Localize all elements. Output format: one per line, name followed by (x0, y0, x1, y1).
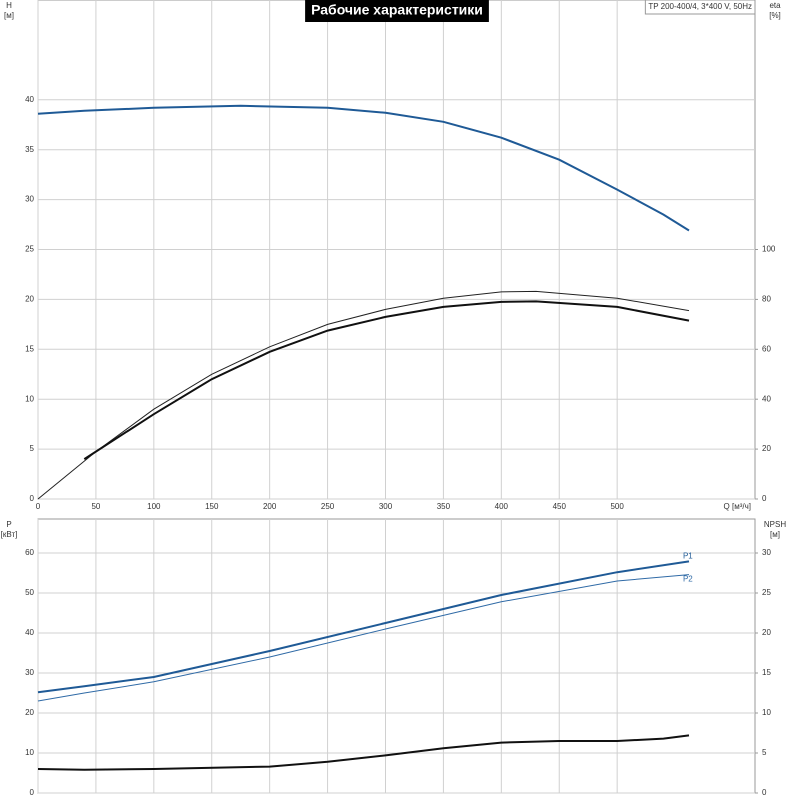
y-tick-label: 0 (30, 788, 35, 797)
annotation-box (644, 0, 756, 15)
series-line (37, 734, 690, 771)
x-tick-label: 0 (36, 502, 41, 511)
x-tick-label: 200 (263, 502, 277, 511)
y2-axis-unit: [м] (770, 530, 780, 539)
y2-tick-label: 20 (762, 444, 771, 453)
y2-axis-unit: [%] (769, 11, 781, 20)
series-line (37, 560, 690, 694)
series-line (37, 290, 690, 500)
x-tick-label: 100 (147, 502, 161, 511)
y-tick-label: 50 (25, 588, 34, 597)
x-tick-label: 450 (553, 502, 567, 511)
y2-axis-label: NPSH (764, 520, 786, 529)
annotation: TP 200-400/4, 3*400 V, 50Hz (648, 2, 752, 11)
x-tick-label: 350 (437, 502, 451, 511)
chart-title: Рабочие характеристики (311, 2, 483, 18)
y2-tick-label: 30 (762, 548, 771, 557)
y2-axis-label: eta (769, 1, 781, 10)
series-line (37, 574, 690, 702)
x-tick-label: 250 (321, 502, 335, 511)
y-tick-label: 20 (25, 295, 34, 304)
y-axis-label: P (6, 520, 11, 529)
y-tick-label: 20 (25, 708, 34, 717)
x-tick-label: 50 (91, 502, 100, 511)
y-tick-label: 5 (30, 444, 35, 453)
y-tick-label: 10 (25, 394, 34, 403)
y2-tick-label: 60 (762, 344, 771, 353)
y-tick-label: 30 (25, 195, 34, 204)
y-tick-label: 60 (25, 548, 34, 557)
y2-tick-label: 0 (762, 494, 767, 503)
series-line (83, 300, 690, 460)
y-tick-label: 15 (25, 344, 34, 353)
y-axis-label: H (6, 1, 12, 10)
y-tick-label: 40 (25, 628, 34, 637)
y-tick-label: 40 (25, 95, 34, 104)
y-tick-label: 10 (25, 748, 34, 757)
title-box: Рабочие характеристики (305, 0, 489, 22)
series-line (37, 104, 690, 232)
x-tick-label: 150 (205, 502, 219, 511)
y-axis-unit: [м] (4, 11, 14, 20)
x-tick-label: 300 (379, 502, 393, 511)
y2-tick-label: 25 (762, 588, 771, 597)
plot-area (37, 518, 756, 794)
y2-tick-label: 40 (762, 394, 771, 403)
y2-tick-label: 100 (762, 245, 776, 254)
title-background (305, 0, 489, 22)
y-tick-label: 35 (25, 145, 34, 154)
y2-tick-label: 15 (762, 668, 771, 677)
series-label: P2 (683, 575, 693, 584)
y2-tick-label: 20 (762, 628, 771, 637)
y-tick-label: 25 (25, 245, 34, 254)
x-tick-label: 500 (610, 502, 624, 511)
y2-tick-label: 5 (762, 748, 767, 757)
y2-tick-label: 10 (762, 708, 771, 717)
y2-tick-label: 0 (762, 788, 767, 797)
y2-tick-label: 80 (762, 295, 771, 304)
y-tick-label: 0 (30, 494, 35, 503)
y-axis-unit: [кВт] (1, 530, 18, 539)
series-label: P1 (683, 552, 693, 561)
x-tick-label: 400 (495, 502, 509, 511)
x-axis-label: Q [м³/ч] (724, 502, 751, 511)
y-tick-label: 30 (25, 668, 34, 677)
